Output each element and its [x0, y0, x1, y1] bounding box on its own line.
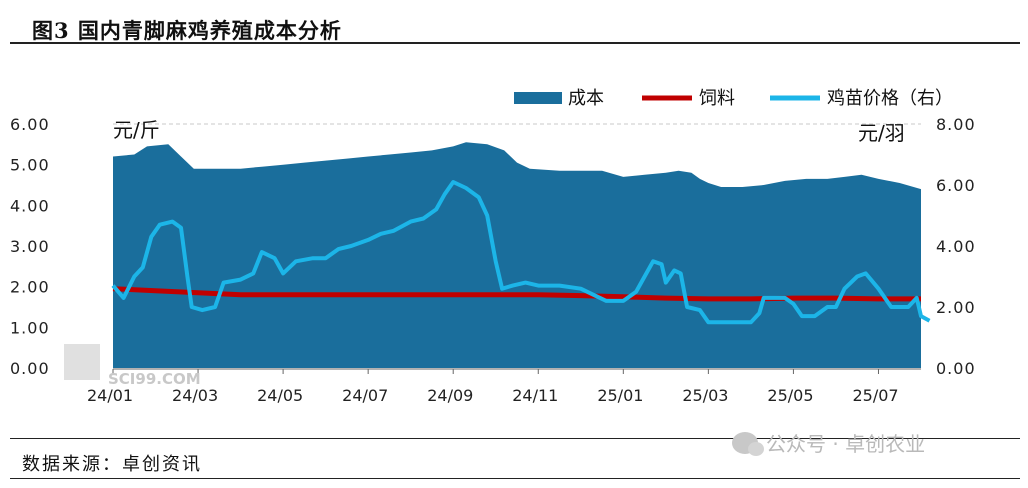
series-cost-area: [113, 142, 921, 368]
right-tick-label: 6.00: [936, 176, 976, 195]
left-tick-label: 1.00: [10, 318, 50, 337]
watermark: 公众号 · 卓创农业: [732, 428, 925, 457]
left-tick-label: 2.00: [10, 278, 50, 297]
x-tick-label: 24/01: [87, 386, 133, 405]
x-tick-label: 25/07: [852, 386, 898, 405]
x-tick-label: 24/11: [512, 386, 558, 405]
right-tick-label: 0.00: [936, 359, 976, 378]
series-chick-price-line: [111, 180, 931, 325]
right-tick-label: 4.00: [936, 237, 976, 256]
right-tick-label: 8.00: [936, 115, 976, 134]
x-tick-label: 25/05: [767, 386, 813, 405]
x-tick-label: 25/01: [597, 386, 643, 405]
legend-feed-label: 饲料: [699, 88, 735, 109]
wechat-icon: [732, 431, 764, 456]
x-tick-label: 25/03: [682, 386, 728, 405]
right-axis-unit: 元/羽: [858, 121, 905, 145]
logo-mark: [64, 344, 100, 380]
x-tick-label: 24/05: [257, 386, 303, 405]
x-tick-label: 24/09: [427, 386, 473, 405]
x-tick-label: 24/07: [342, 386, 388, 405]
legend-cost-swatch: [514, 92, 562, 104]
left-axis-unit: 元/斤: [113, 118, 160, 142]
left-tick-label: 3.00: [10, 237, 50, 256]
left-tick-label: 6.00: [10, 115, 50, 134]
page-title: 图3 国内青脚麻鸡养殖成本分析: [32, 18, 342, 43]
title-bar: 图3 国内青脚麻鸡养殖成本分析: [10, 8, 1020, 44]
footer-bottom-divider: [10, 478, 1020, 479]
logo-text: SCI99.COM: [108, 370, 201, 388]
right-tick-label: 2.00: [936, 298, 976, 317]
watermark-text: 公众号 · 卓创农业: [766, 432, 926, 456]
x-tick-label: 24/03: [172, 386, 218, 405]
source-note: 数据来源：卓创资讯: [22, 454, 202, 475]
footer-divider: [10, 438, 1020, 439]
legend-cost-label: 成本: [568, 88, 604, 109]
left-tick-label: 0.00: [10, 359, 50, 378]
left-tick-label: 5.00: [10, 156, 50, 175]
chart-container: 0.00 1.00 2.00 3.00 4.00 5.00 6.00 0.00 2.00 4.00…: [0, 44, 1028, 436]
legend-chick-label: 鸡苗价格（右）: [827, 88, 953, 109]
left-tick-label: 4.00: [10, 196, 50, 215]
chart-svg: 0.00 1.00 2.00 3.00 4.00 5.00 6.00 0.00 2.00 4.00…: [10, 88, 976, 405]
